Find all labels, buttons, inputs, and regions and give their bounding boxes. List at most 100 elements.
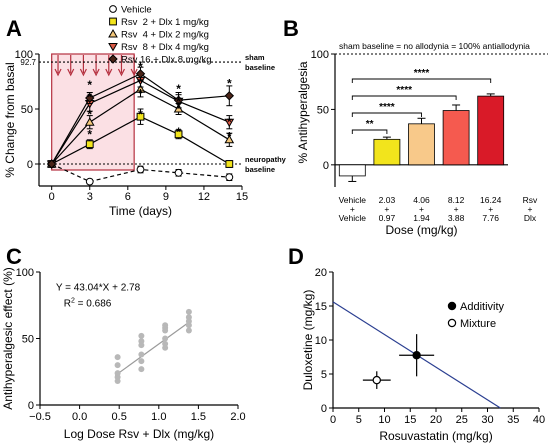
x-axis-label: Time (days): [109, 204, 172, 218]
chart-title: sham baseline = no allodynia = 100% anti…: [339, 41, 530, 51]
reference-value-label: 92.7: [20, 58, 36, 67]
data-point: [114, 354, 121, 361]
panel-letter-d: D: [288, 244, 304, 269]
legend-label: Rsv 8 + Dlx 4 mg/kg: [121, 42, 209, 53]
y-tick-label: 0: [28, 400, 34, 412]
legend-label: Mixture: [460, 318, 496, 330]
data-point: [224, 91, 235, 101]
dosing-arrow-head: [92, 68, 100, 77]
x-tick-label: 20: [430, 414, 442, 426]
significance-marker: *: [87, 127, 92, 141]
category-label: 0.97: [379, 213, 396, 223]
data-point: [136, 165, 145, 174]
r-squared-value: = 0.686: [75, 299, 112, 310]
x-tick-label: 40: [533, 414, 545, 426]
dosing-arrow-head: [67, 68, 75, 77]
reference-line-label: baseline: [245, 165, 275, 174]
significance-marker: *: [176, 125, 181, 139]
y-tick-label: 5: [321, 369, 327, 381]
y-axis-label: Antihyperalgesic effect (%): [1, 267, 15, 410]
y-tick-label: 0: [27, 159, 33, 171]
data-point: [162, 340, 169, 347]
x-axis-label: Rosuvastatin (mg/kg): [379, 429, 492, 443]
legend-marker: [109, 17, 117, 26]
x-tick-label: 35: [507, 414, 519, 426]
dosing-arrow-head: [105, 68, 113, 77]
data-point: [185, 308, 192, 315]
significance-marker: *: [227, 77, 232, 91]
bar: [338, 164, 366, 177]
x-tick-label: 1.5: [191, 411, 206, 423]
x-tick-label: 9: [163, 191, 169, 203]
significance-label: **: [366, 119, 374, 130]
significance-marker: *: [176, 94, 181, 108]
data-point: [162, 335, 169, 342]
significance-marker: *: [138, 60, 143, 74]
y-tick-label: 0: [321, 403, 327, 415]
category-axis-label: Dlx: [524, 213, 537, 223]
significance-bracket: [351, 95, 457, 100]
data-point: [84, 117, 95, 126]
bar: [408, 123, 435, 166]
panel-d: 0 5 10 15 20 0 5 10 15 20 25 30 35 40 Rosuvastatin (mg…: [301, 267, 545, 443]
data-point: [114, 370, 121, 377]
data-point: [85, 93, 95, 103]
bar: [477, 95, 505, 166]
x-tick-label: 30: [481, 414, 493, 426]
data-point: [224, 134, 235, 144]
legend-marker: [447, 318, 457, 328]
bar: [373, 138, 401, 166]
data-point: [136, 112, 145, 121]
significance-marker: *: [176, 82, 181, 96]
y-axis-label: % Antihyperalgesia: [296, 61, 310, 163]
category-label: +: [350, 204, 355, 214]
significance-marker: *: [138, 87, 143, 101]
significance-marker: *: [87, 90, 92, 104]
legend-label: Rsv 16 + Dlx 8 mg/kg: [121, 55, 212, 66]
data-point: [185, 327, 192, 334]
panel-letter-c: C: [6, 244, 22, 269]
category-label: +: [384, 204, 389, 214]
panel-letter-a: A: [6, 16, 22, 41]
significance-bracket: [351, 112, 422, 117]
panel-b: sham baseline = no allodynia = 100% anti…: [296, 41, 548, 237]
y-tick-label: 100: [15, 49, 33, 61]
y-tick-label: 10: [315, 335, 327, 347]
x-tick-label: 0: [330, 414, 336, 426]
significance-bracket: [351, 78, 492, 83]
y-tick-label: 100: [311, 49, 329, 61]
panel-a: shambaseline92.7neuropathybaseline050100…: [3, 5, 287, 219]
significance-label: ****: [379, 102, 395, 113]
data-point: [185, 314, 192, 321]
dosing-arrow-head: [130, 68, 138, 77]
legend-marker: [108, 43, 118, 52]
data-point: [225, 160, 234, 168]
y-tick-label: 0: [323, 160, 329, 172]
regression-line: [114, 320, 191, 377]
y-tick-label: 15: [315, 301, 327, 313]
data-point: [174, 130, 183, 139]
data-point: [372, 375, 381, 385]
r-squared-superscript: 2: [71, 298, 75, 305]
dosing-arrow-head: [54, 68, 62, 77]
x-axis-label: Dose (mg/kg): [385, 223, 457, 237]
x-tick-label: 15: [236, 191, 248, 203]
x-tick-label: 5: [356, 414, 362, 426]
category-label: 4.06: [413, 195, 430, 205]
data-point: [224, 118, 235, 128]
y-tick-label: 50: [21, 104, 33, 116]
data-point: [138, 338, 145, 345]
legend-label: Vehicle: [121, 5, 152, 16]
reference-line-label: baseline: [245, 63, 275, 72]
bar: [442, 110, 470, 166]
x-tick-label: 2.0: [230, 411, 245, 423]
data-point: [138, 366, 145, 373]
significance-marker: *: [176, 100, 181, 114]
significance-label: ****: [396, 85, 412, 96]
data-point: [162, 322, 169, 329]
data-point: [138, 332, 145, 339]
data-point: [114, 362, 121, 369]
panel-c: 0 50 100 −0.5 0.0 0.5 1.0 1.5 2.0 Log Dose Rsv + …: [1, 267, 246, 441]
y-tick-label: 100: [16, 267, 34, 279]
